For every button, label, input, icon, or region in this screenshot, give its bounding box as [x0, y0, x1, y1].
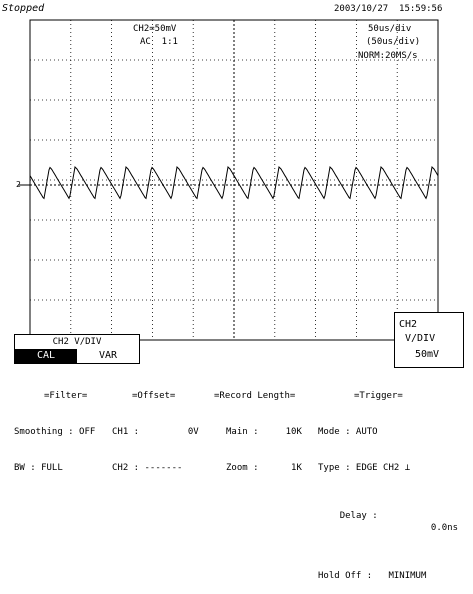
filter-menu[interactable]: =Filter= Smoothing : OFF BW : FULL: [14, 366, 95, 486]
trigger-menu[interactable]: =Trigger= Mode : AUTO Type : EDGE CH2 ⊥ …: [318, 366, 458, 594]
vdiv-value-box[interactable]: CH2 V/DIV 50mV: [394, 312, 464, 368]
ch2-waveform: [29, 165, 439, 200]
ch1-offset: CH1 : 0V: [112, 427, 199, 437]
grid-lines: [30, 20, 438, 340]
trigger-title: =Trigger=: [354, 391, 403, 401]
vbox-value: 50mV: [415, 349, 440, 360]
main-record-length: Main : 10K: [226, 427, 302, 437]
trigger-mode: Mode : AUTO: [318, 427, 378, 437]
ch2-offset: CH2 : -------: [112, 463, 183, 473]
cal-option[interactable]: CAL: [15, 349, 77, 363]
ch2-scale-label: CH2=50mV: [133, 24, 177, 34]
graticule: [29, 19, 439, 341]
trigger-delay-label: Delay :: [339, 511, 378, 521]
record-length-menu[interactable]: =Record Length= Main : 10K Zoom : 1K: [214, 366, 302, 486]
offset-menu[interactable]: =Offset= CH1 : 0V CH2 : -------: [112, 366, 199, 486]
timebase-label: 50us/div: [368, 24, 412, 34]
vbox-channel: CH2: [399, 319, 418, 330]
vdiv-select-panel: CH2 V/DIV CAL VAR: [14, 334, 140, 364]
ground-marker-label: 2: [16, 180, 21, 189]
zoom-record-length: Zoom : 1K: [226, 463, 302, 473]
bandwidth-setting: BW : FULL: [14, 463, 63, 473]
acquisition-status: Stopped: [2, 3, 45, 14]
oscilloscope-screen: [18, 19, 439, 341]
offset-title: =Offset=: [132, 391, 176, 401]
acquisition-mode-label: NORM:20MS/s: [358, 51, 418, 61]
trigger-delay-value: 0.0ns: [430, 523, 458, 533]
vdiv-panel-title: CH2 V/DIV: [52, 337, 102, 347]
filter-title: =Filter=: [44, 391, 88, 401]
var-option[interactable]: VAR: [98, 350, 118, 361]
ch2-coupling-label: AC 1:1: [140, 37, 178, 47]
trigger-holdoff: Hold Off : MINIMUM: [318, 571, 427, 581]
zoom-timebase-label: (50us/div): [366, 37, 421, 47]
timestamp: 2003/10/27 15:59:56: [334, 4, 443, 14]
record-length-title: =Record Length=: [214, 391, 296, 401]
vbox-label: V/DIV: [405, 333, 436, 344]
trigger-type: Type : EDGE CH2 ⊥: [318, 463, 411, 473]
smoothing-setting: Smoothing : OFF: [14, 427, 96, 437]
trigger-delay: Delay : 0.0ns: [318, 498, 458, 546]
